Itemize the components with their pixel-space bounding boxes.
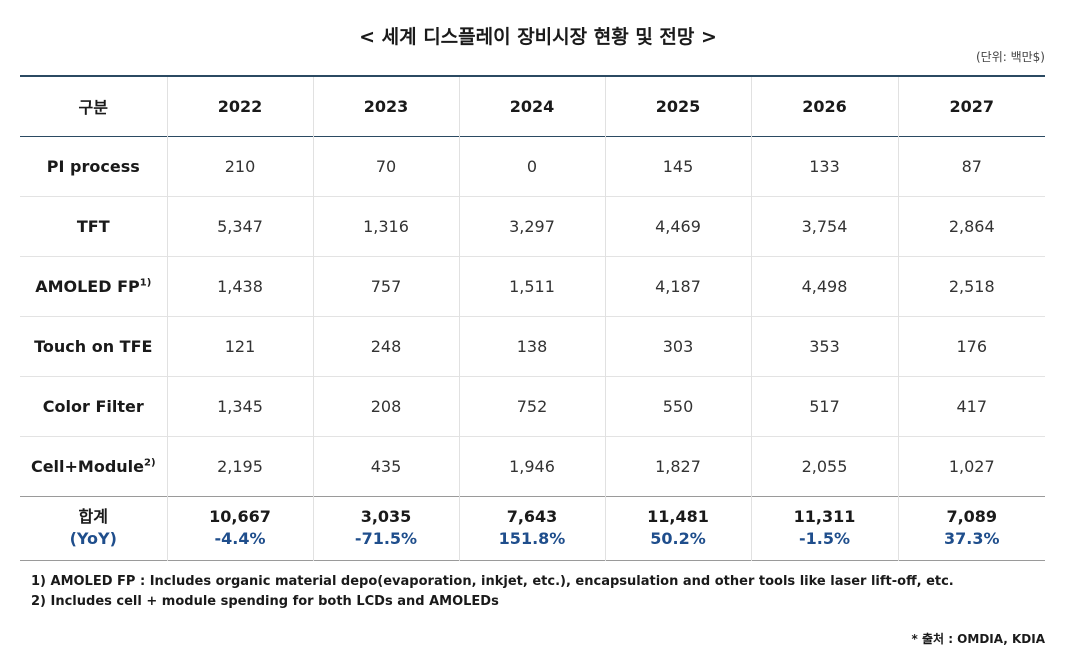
table-cell: 0: [458, 136, 605, 196]
row-label-text: Cell+Module: [30, 456, 145, 476]
total-cell: 11,481 50.2%: [604, 496, 751, 560]
table-cell: 517: [750, 376, 898, 436]
table-cell: 1,827: [604, 436, 751, 496]
yoy-value: -4.4%: [214, 529, 266, 548]
table-cell: 145: [604, 136, 751, 196]
table-cell: 248: [312, 316, 459, 376]
total-value: 7,089: [946, 507, 998, 526]
total-label-cell: 합계 (YoY): [20, 496, 167, 560]
total-cell: 10,667 -4.4%: [166, 496, 313, 560]
row-label-touch-on-tfe: Touch on TFE: [20, 316, 167, 376]
total-row: 합계 (YoY) 10,667 -4.4% 3,035 -71.5% 7,643…: [20, 496, 1045, 560]
table-cell: 1,316: [312, 196, 459, 256]
total-value: 11,311: [793, 507, 856, 526]
table-cell: 210: [166, 136, 313, 196]
table-header-row: 구분 2022 2023 2024 2025 2026 2027: [20, 76, 1045, 136]
row-label-cell-module: Cell+Module2): [20, 436, 167, 496]
table-cell: 5,347: [166, 196, 313, 256]
table-cell: 121: [166, 316, 313, 376]
table-cell: 176: [897, 316, 1045, 376]
table-row: Color Filter 1,345 208 752 550 517 417: [20, 376, 1045, 436]
row-label-text: AMOLED FP: [35, 276, 140, 296]
table-cell: 138: [458, 316, 605, 376]
table-row: Touch on TFE 121 248 138 303 353 176: [20, 316, 1045, 376]
row-label-tft: TFT: [20, 196, 167, 256]
yoy-value: 37.3%: [943, 529, 1000, 548]
table-cell: 417: [897, 376, 1045, 436]
table-cell: 4,469: [604, 196, 751, 256]
table-cell: 4,498: [750, 256, 898, 316]
yoy-value: 151.8%: [498, 529, 566, 548]
row-label-text: TFT: [76, 216, 110, 236]
table-cell: 550: [604, 376, 751, 436]
header-year: 2026: [750, 76, 898, 136]
header-year: 2023: [312, 76, 459, 136]
source-note: * 출처 : OMDIA, KDIA: [911, 632, 1045, 646]
table-cell: 353: [750, 316, 898, 376]
total-value: 11,481: [647, 507, 709, 526]
table-title: < 세계 디스플레이 장비시장 현황 및 전망 >: [359, 26, 717, 48]
table-cell: 752: [458, 376, 605, 436]
footnotes: 1) AMOLED FP : Includes organic material…: [31, 572, 954, 612]
table-cell: 2,195: [166, 436, 313, 496]
table-cell: 1,438: [166, 256, 313, 316]
table-cell: 4,187: [604, 256, 751, 316]
table-cell: 2,055: [750, 436, 898, 496]
total-cell: 7,089 37.3%: [897, 496, 1045, 560]
row-label-amoled-fp: AMOLED FP1): [20, 256, 167, 316]
row-label-text: Touch on TFE: [34, 336, 153, 356]
table-cell: 2,864: [897, 196, 1045, 256]
table-cell: 208: [312, 376, 459, 436]
yoy-label: (YoY): [69, 529, 117, 548]
header-year: 2022: [166, 76, 313, 136]
total-value: 7,643: [506, 507, 558, 526]
table-cell: 435: [312, 436, 459, 496]
unit-label: (단위: 백만$): [975, 50, 1045, 64]
table-cell: 1,027: [897, 436, 1045, 496]
row-label-pi-process: PI process: [20, 136, 167, 196]
table-cell: 87: [897, 136, 1045, 196]
market-table: 구분 2022 2023 2024 2025 2026 2027 PI proc…: [20, 75, 1045, 561]
total-cell: 3,035 -71.5%: [312, 496, 459, 560]
footnote-marker: 1): [139, 277, 152, 289]
table-cell: 2,518: [897, 256, 1045, 316]
table-cell: 3,297: [458, 196, 605, 256]
table-row: AMOLED FP1) 1,438 757 1,511 4,187 4,498 …: [20, 256, 1045, 316]
header-category: 구분: [78, 98, 108, 118]
total-value: 10,667: [209, 507, 271, 526]
row-label-color-filter: Color Filter: [20, 376, 167, 436]
total-value: 3,035: [360, 507, 412, 526]
table-cell: 303: [604, 316, 751, 376]
table-cell: 1,511: [458, 256, 605, 316]
total-cell: 11,311 -1.5%: [750, 496, 898, 560]
table-cell: 757: [312, 256, 459, 316]
footnote-marker: 2): [144, 457, 156, 469]
footnote-1: 1) AMOLED FP : Includes organic material…: [31, 574, 954, 589]
table-cell: 70: [312, 136, 459, 196]
row-label-text: PI process: [46, 156, 140, 176]
header-year: 2027: [897, 76, 1045, 136]
yoy-value: 50.2%: [650, 529, 706, 548]
yoy-value: -1.5%: [798, 529, 850, 548]
footnote-2: 2) Includes cell + module spending for b…: [31, 594, 499, 609]
total-label: 합계: [78, 507, 108, 526]
table-cell: 133: [750, 136, 898, 196]
table-cell: 1,345: [166, 376, 313, 436]
row-label-text: Color Filter: [42, 396, 144, 416]
header-year: 2025: [604, 76, 751, 136]
total-cell: 7,643 151.8%: [458, 496, 605, 560]
table-cell: 3,754: [750, 196, 898, 256]
table-row: Cell+Module2) 2,195 435 1,946 1,827 2,05…: [20, 436, 1045, 496]
table-row: PI process 210 70 0 145 133 87: [20, 136, 1045, 196]
table-row: TFT 5,347 1,316 3,297 4,469 3,754 2,864: [20, 196, 1045, 256]
table-cell: 1,946: [458, 436, 605, 496]
header-year: 2024: [458, 76, 605, 136]
yoy-value: -71.5%: [354, 529, 418, 548]
